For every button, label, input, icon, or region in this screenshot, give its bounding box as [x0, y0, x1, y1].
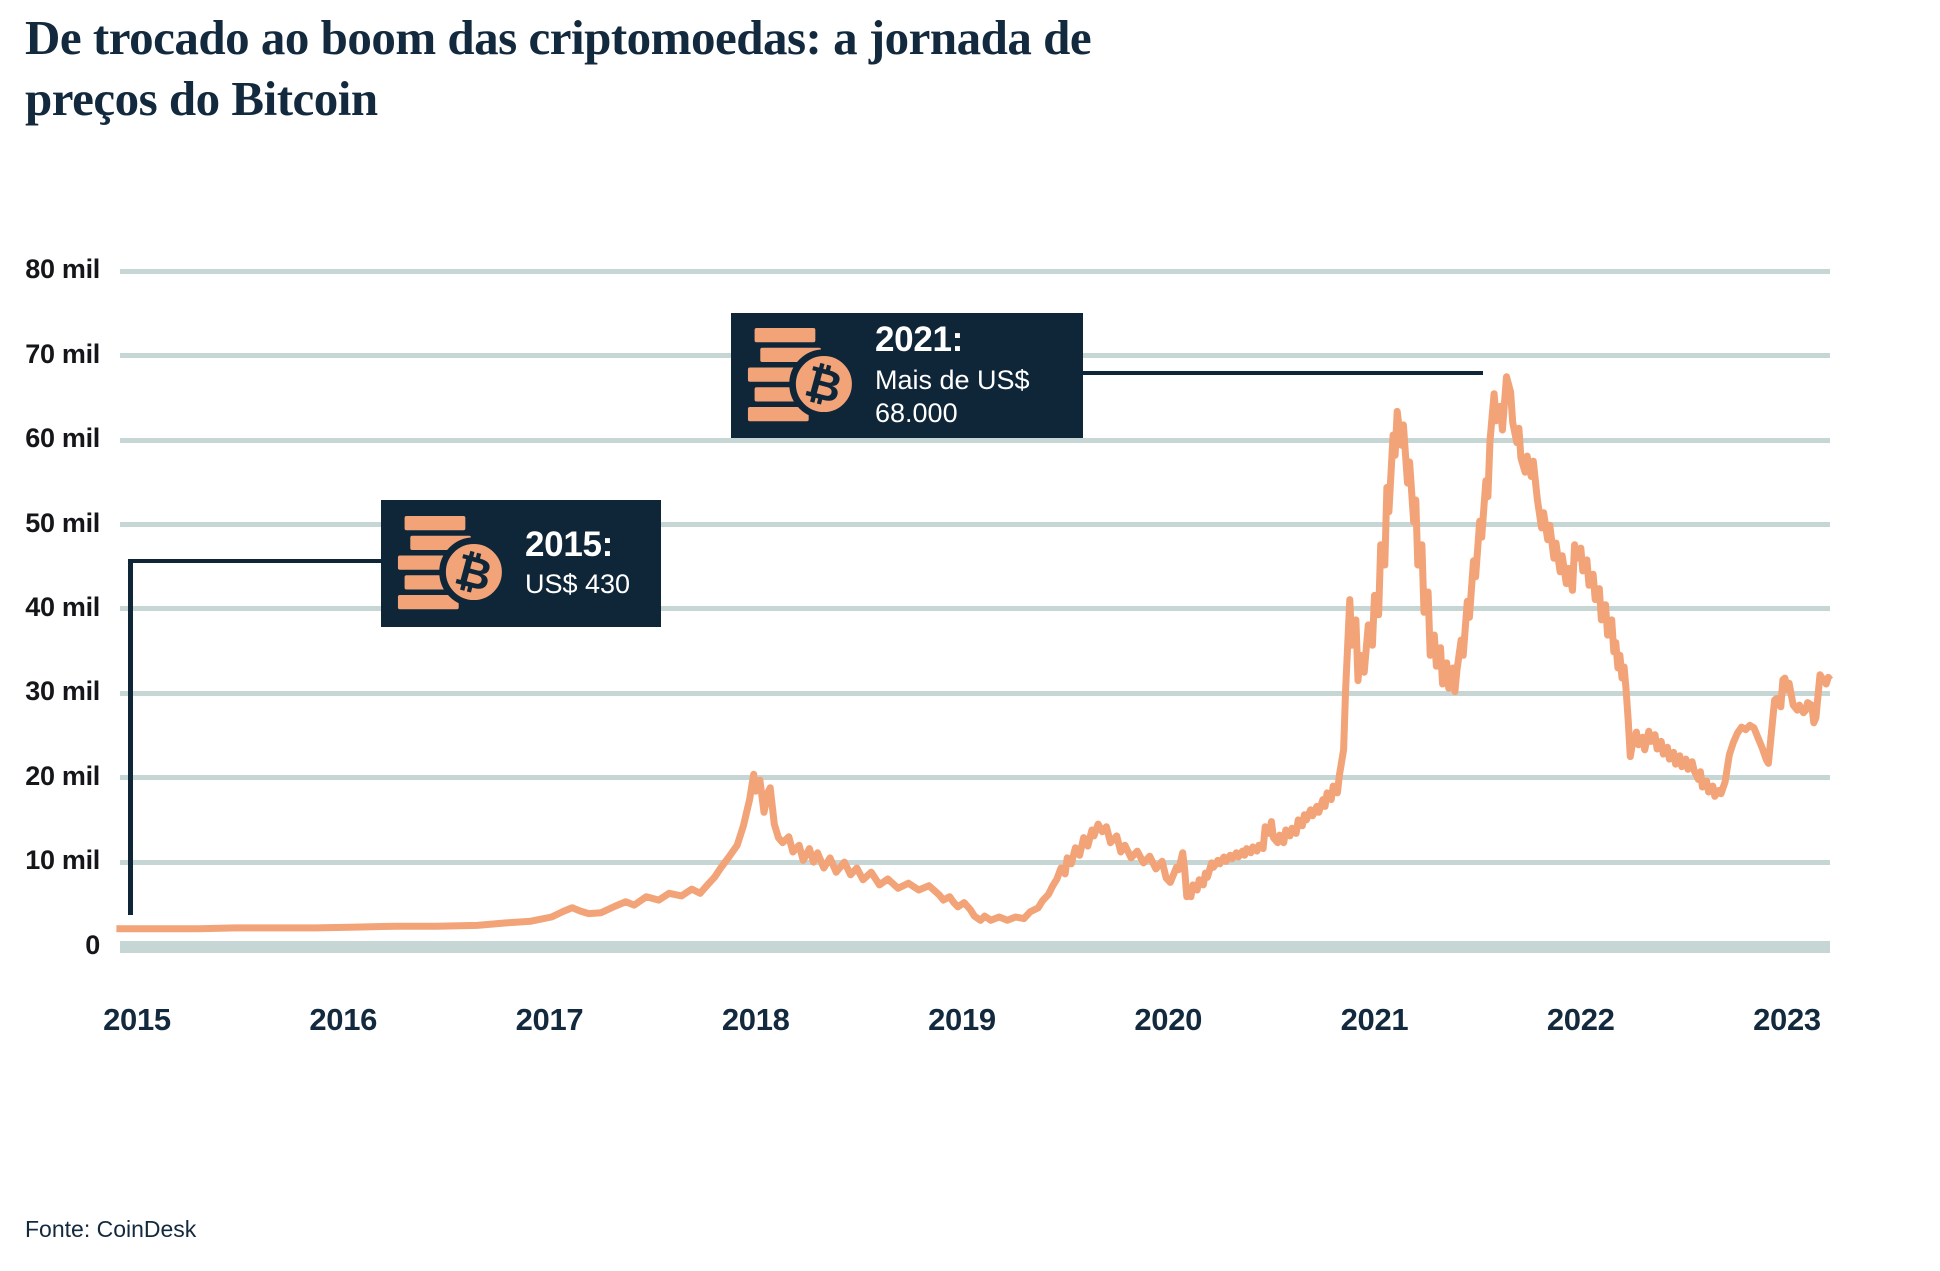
x-tick-label-2015: 2015 [103, 1002, 171, 1037]
callout-2021-value: Mais de US$ 68.000 [875, 364, 1030, 428]
x-tick-label-2020: 2020 [1134, 1002, 1203, 1037]
x-tick-label-2023: 2023 [1753, 1002, 1821, 1037]
gridline-60-mil [120, 437, 1830, 443]
bitcoin-coin-icon [789, 349, 859, 419]
gridline-30-mil [120, 690, 1830, 696]
y-tick-label: 20 mil [25, 760, 100, 791]
bitcoin-coin-stack-icon: ₿ [397, 516, 509, 610]
y-tick-label: 0 [85, 929, 100, 960]
x-tick-label-2016: 2016 [309, 1002, 378, 1037]
callout-2021: ₿ 2021: Mais de US$ 68.000 [731, 313, 1083, 438]
page-title: De trocado ao boom das criptomoedas: a j… [25, 10, 1092, 126]
source-note: Fonte: CoinDesk [25, 1216, 197, 1242]
y-tick-label: 10 mil [25, 845, 100, 876]
y-tick-label: 70 mil [25, 338, 100, 369]
bitcoin-coin-stack-icon: ₿ [747, 328, 859, 422]
gridline-50-mil [120, 522, 1830, 527]
y-tick-label: 80 mil [25, 254, 100, 285]
gridline-20-mil [120, 775, 1830, 781]
bitcoin-coin-icon [439, 537, 509, 607]
callout-2021-year: 2021: [875, 320, 964, 360]
y-tick-label: 40 mil [25, 591, 100, 622]
callout-2015-connector-vertical [128, 559, 133, 915]
gridline-80-mil [120, 268, 1830, 274]
bitcoin-price-line [116, 373, 1834, 933]
callout-2021-connector [1083, 371, 1483, 375]
x-tick-label-2017: 2017 [515, 1002, 584, 1037]
x-tick-label-2019: 2019 [928, 1002, 996, 1037]
gridline-40-mil [120, 606, 1830, 612]
callout-2015-value: US$ 430 [525, 569, 631, 600]
y-tick-label: 30 mil [25, 676, 100, 707]
gridline-0-mil [120, 940, 1830, 953]
callout-2015: ₿ 2015: US$ 430 [381, 500, 661, 627]
x-tick-label-2018: 2018 [721, 1002, 790, 1037]
y-tick-label: 60 mil [25, 423, 100, 454]
x-tick-label-2021: 2021 [1340, 1002, 1409, 1037]
gridline-10-mil [120, 859, 1830, 865]
callout-2015-connector-horizontal [128, 559, 381, 563]
y-tick-label: 50 mil [25, 507, 100, 538]
x-tick-label-2022: 2022 [1546, 1002, 1615, 1037]
callout-2015-year: 2015: [525, 524, 614, 564]
